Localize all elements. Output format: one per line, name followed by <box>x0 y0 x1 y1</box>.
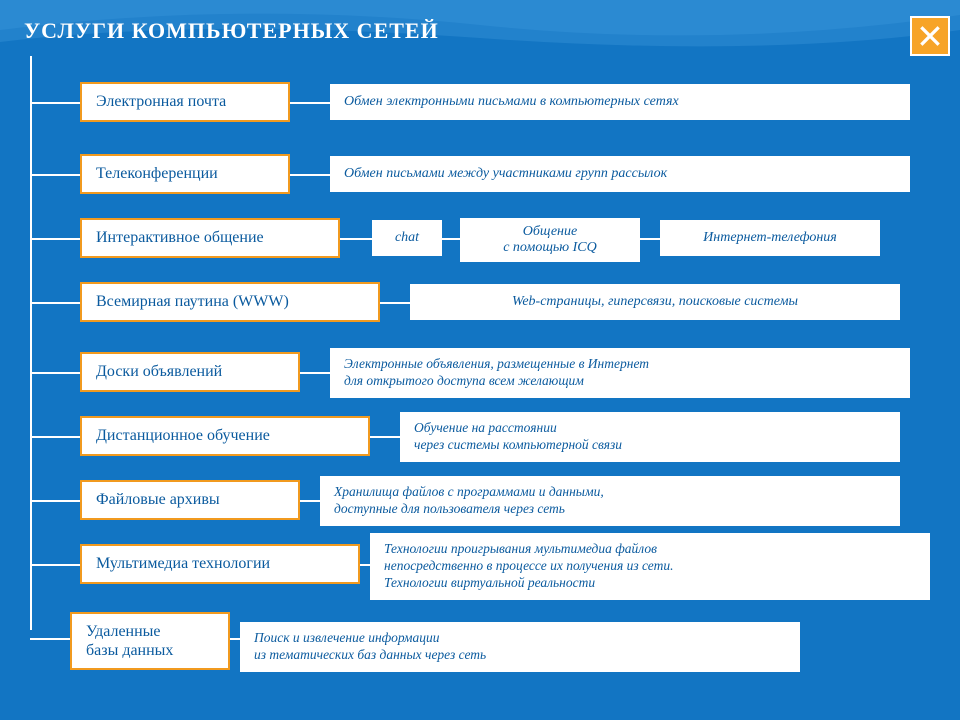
service-desc-multimedia: Технологии проигрывания мультимедиа файл… <box>370 533 930 600</box>
service-label: Мультимедиа технологии <box>96 554 270 573</box>
service-label: Интерактивное общение <box>96 228 264 247</box>
connector <box>30 564 80 566</box>
connector <box>300 372 330 374</box>
service-desc-distance: Обучение на расстоянии через системы ком… <box>400 412 900 462</box>
service-desc-text: Обмен письмами между участниками групп р… <box>344 165 667 183</box>
close-button[interactable] <box>910 16 950 56</box>
sub-box-text: Интернет-телефония <box>703 230 837 246</box>
service-desc-www: Web-страницы, гиперсвязи, поисковые сист… <box>410 284 900 320</box>
connector <box>30 102 80 104</box>
connector <box>360 564 370 566</box>
sub-box-icq: Общение с помощью ICQ <box>460 218 640 262</box>
connector <box>300 500 320 502</box>
service-desc-files: Хранилища файлов с программами и данными… <box>320 476 900 526</box>
connector <box>30 500 80 502</box>
service-label: Электронная почта <box>96 92 226 111</box>
service-label: Телеконференции <box>96 164 218 183</box>
service-desc-teleconf: Обмен письмами между участниками групп р… <box>330 156 910 192</box>
service-desc-text: Электронные объявления, размещенные в Ин… <box>344 356 649 390</box>
service-box-email: Электронная почта <box>80 82 290 122</box>
connector <box>30 238 80 240</box>
connector <box>230 638 240 640</box>
connector <box>30 638 70 640</box>
service-desc-text: Хранилища файлов с программами и данными… <box>334 484 604 518</box>
connector <box>442 238 460 240</box>
connector <box>30 302 80 304</box>
service-desc-text: Обмен электронными письмами в компьютерн… <box>344 93 679 111</box>
service-label: Удаленные базы данных <box>86 622 173 660</box>
service-box-files: Файловые архивы <box>80 480 300 520</box>
service-box-multimedia: Мультимедиа технологии <box>80 544 360 584</box>
connector <box>290 102 330 104</box>
service-box-distance: Дистанционное обучение <box>80 416 370 456</box>
service-desc-remotedb: Поиск и извлечение информации из тематич… <box>240 622 800 672</box>
connector <box>380 302 410 304</box>
connector <box>30 372 80 374</box>
service-desc-email: Обмен электронными письмами в компьютерн… <box>330 84 910 120</box>
service-box-teleconf: Телеконференции <box>80 154 290 194</box>
page-title: УСЛУГИ КОМПЬЮТЕРНЫХ СЕТЕЙ <box>24 18 439 44</box>
service-box-remotedb: Удаленные базы данных <box>70 612 230 670</box>
connector <box>640 238 660 240</box>
connector <box>370 436 400 438</box>
sub-box-text: chat <box>395 230 419 246</box>
page-header: УСЛУГИ КОМПЬЮТЕРНЫХ СЕТЕЙ <box>24 18 439 44</box>
service-desc-boards: Электронные объявления, размещенные в Ин… <box>330 348 910 398</box>
connector <box>340 238 372 240</box>
connector <box>30 436 80 438</box>
sub-box-chat: chat <box>372 220 442 256</box>
service-box-www: Всемирная паутина (WWW) <box>80 282 380 322</box>
service-box-boards: Доски объявлений <box>80 352 300 392</box>
tree-stem <box>30 56 32 630</box>
connector <box>30 174 80 176</box>
sub-box-text: Общение с помощью ICQ <box>503 224 597 256</box>
service-box-interactive: Интерактивное общение <box>80 218 340 258</box>
service-desc-text: Поиск и извлечение информации из тематич… <box>254 630 486 664</box>
service-desc-text: Web-страницы, гиперсвязи, поисковые сист… <box>512 293 798 311</box>
close-icon <box>917 23 943 49</box>
connector <box>290 174 330 176</box>
service-desc-text: Технологии проигрывания мультимедиа файл… <box>384 541 674 592</box>
service-desc-text: Обучение на расстоянии через системы ком… <box>414 420 622 454</box>
service-label: Всемирная паутина (WWW) <box>96 292 289 311</box>
service-label: Дистанционное обучение <box>96 426 270 445</box>
service-label: Файловые архивы <box>96 490 220 509</box>
sub-box-tel: Интернет-телефония <box>660 220 880 256</box>
service-label: Доски объявлений <box>96 362 222 381</box>
